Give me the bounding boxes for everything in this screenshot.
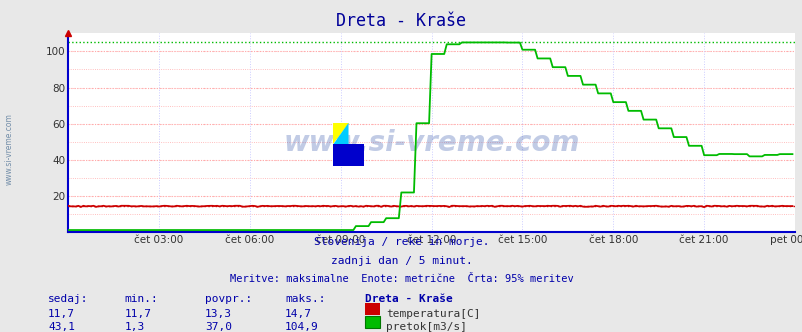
- Text: maks.:: maks.:: [285, 294, 325, 304]
- Text: www.si-vreme.com: www.si-vreme.com: [5, 114, 14, 185]
- Text: 104,9: 104,9: [285, 322, 318, 332]
- Text: Dreta - Kraše: Dreta - Kraše: [336, 12, 466, 30]
- Text: 11,7: 11,7: [48, 309, 75, 319]
- Text: sedaj:: sedaj:: [48, 294, 88, 304]
- Text: pretok[m3/s]: pretok[m3/s]: [386, 322, 467, 332]
- Text: www.si-vreme.com: www.si-vreme.com: [283, 129, 579, 157]
- Text: povpr.:: povpr.:: [205, 294, 252, 304]
- Text: Slovenija / reke in morje.: Slovenija / reke in morje.: [314, 237, 488, 247]
- Text: 14,7: 14,7: [285, 309, 312, 319]
- Text: min.:: min.:: [124, 294, 158, 304]
- Text: 11,7: 11,7: [124, 309, 152, 319]
- Text: 1,3: 1,3: [124, 322, 144, 332]
- Text: 43,1: 43,1: [48, 322, 75, 332]
- Text: zadnji dan / 5 minut.: zadnji dan / 5 minut.: [330, 256, 472, 266]
- Text: Meritve: maksimalne  Enote: metrične  Črta: 95% meritev: Meritve: maksimalne Enote: metrične Črta…: [229, 274, 573, 284]
- Polygon shape: [333, 123, 348, 144]
- Text: 13,3: 13,3: [205, 309, 232, 319]
- Text: temperatura[C]: temperatura[C]: [386, 309, 480, 319]
- Text: 37,0: 37,0: [205, 322, 232, 332]
- Polygon shape: [333, 123, 348, 144]
- Text: Dreta - Kraše: Dreta - Kraše: [365, 294, 452, 304]
- Bar: [333, 144, 363, 166]
